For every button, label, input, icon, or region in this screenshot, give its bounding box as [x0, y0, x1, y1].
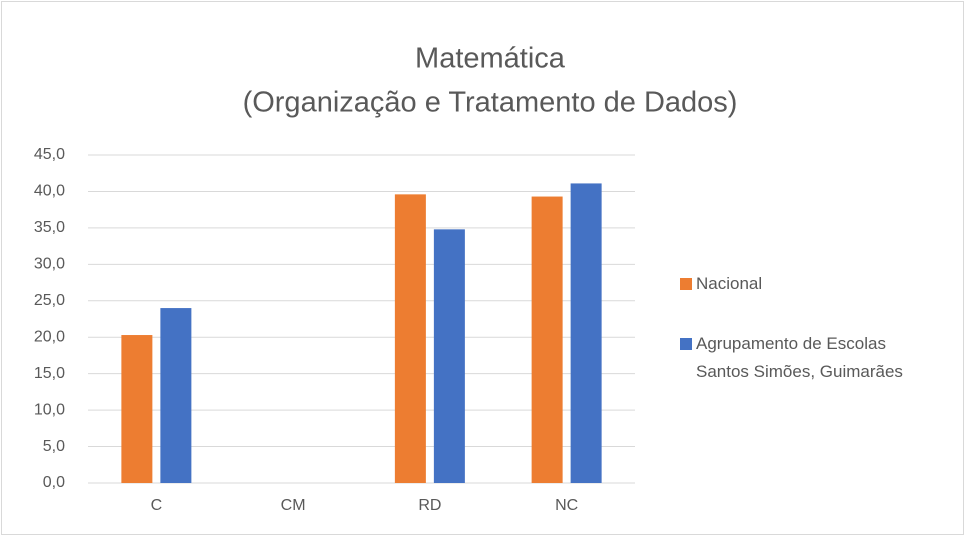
legend-item: Agrupamento de Escolas Santos Simões, Gu… — [680, 330, 916, 386]
x-tick-label: C — [151, 497, 163, 514]
y-tick-label: 40,0 — [34, 183, 65, 200]
legend-label: Agrupamento de Escolas Santos Simões, Gu… — [696, 334, 903, 381]
legend: Nacional Agrupamento de Escolas Santos Si… — [680, 270, 936, 418]
chart-title: (Organização e Tratamento de Dados) — [243, 87, 738, 119]
bar — [121, 335, 153, 483]
x-tick-label: CM — [281, 497, 306, 514]
y-tick-label: 25,0 — [34, 292, 65, 309]
y-tick-label: 35,0 — [34, 219, 65, 236]
legend-swatch — [680, 338, 692, 350]
legend-label: Nacional — [696, 274, 763, 293]
y-tick-label: 30,0 — [34, 256, 65, 273]
chart-title: Matemática — [415, 43, 566, 75]
y-tick-label: 20,0 — [34, 328, 65, 345]
legend-swatch — [680, 278, 692, 290]
bar — [531, 196, 563, 483]
bar — [570, 183, 602, 483]
bar — [394, 194, 426, 484]
legend-item: Nacional — [680, 270, 936, 298]
bar — [433, 229, 465, 483]
y-tick-label: 5,0 — [43, 438, 65, 455]
y-tick-label: 45,0 — [34, 146, 65, 163]
y-tick-label: 0,0 — [43, 474, 65, 491]
y-tick-label: 10,0 — [34, 401, 65, 418]
x-tick-label: RD — [418, 497, 441, 514]
x-tick-label: NC — [555, 497, 578, 514]
bar — [160, 308, 192, 483]
y-tick-label: 15,0 — [34, 365, 65, 382]
